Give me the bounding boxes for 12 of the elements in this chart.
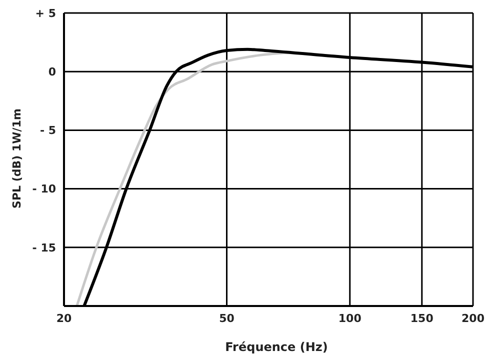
y-axis-title: SPL (dB) 1W/1m	[10, 108, 24, 208]
x-tick-label: 200	[462, 312, 485, 325]
x-tick-label: 100	[338, 312, 362, 325]
x-tick-label: 150	[410, 312, 434, 325]
y-tick-label: - 10	[32, 182, 56, 196]
y-tick-label: - 15	[32, 241, 56, 254]
y-tick-label: + 5	[35, 6, 56, 20]
x-axis-title: Fréquence (Hz)	[224, 340, 329, 354]
x-tick-label: 20	[56, 312, 72, 325]
y-tick-label: - 5	[40, 124, 56, 138]
x-tick-label: 50	[219, 312, 235, 325]
y-tick-label: 0	[48, 66, 56, 79]
